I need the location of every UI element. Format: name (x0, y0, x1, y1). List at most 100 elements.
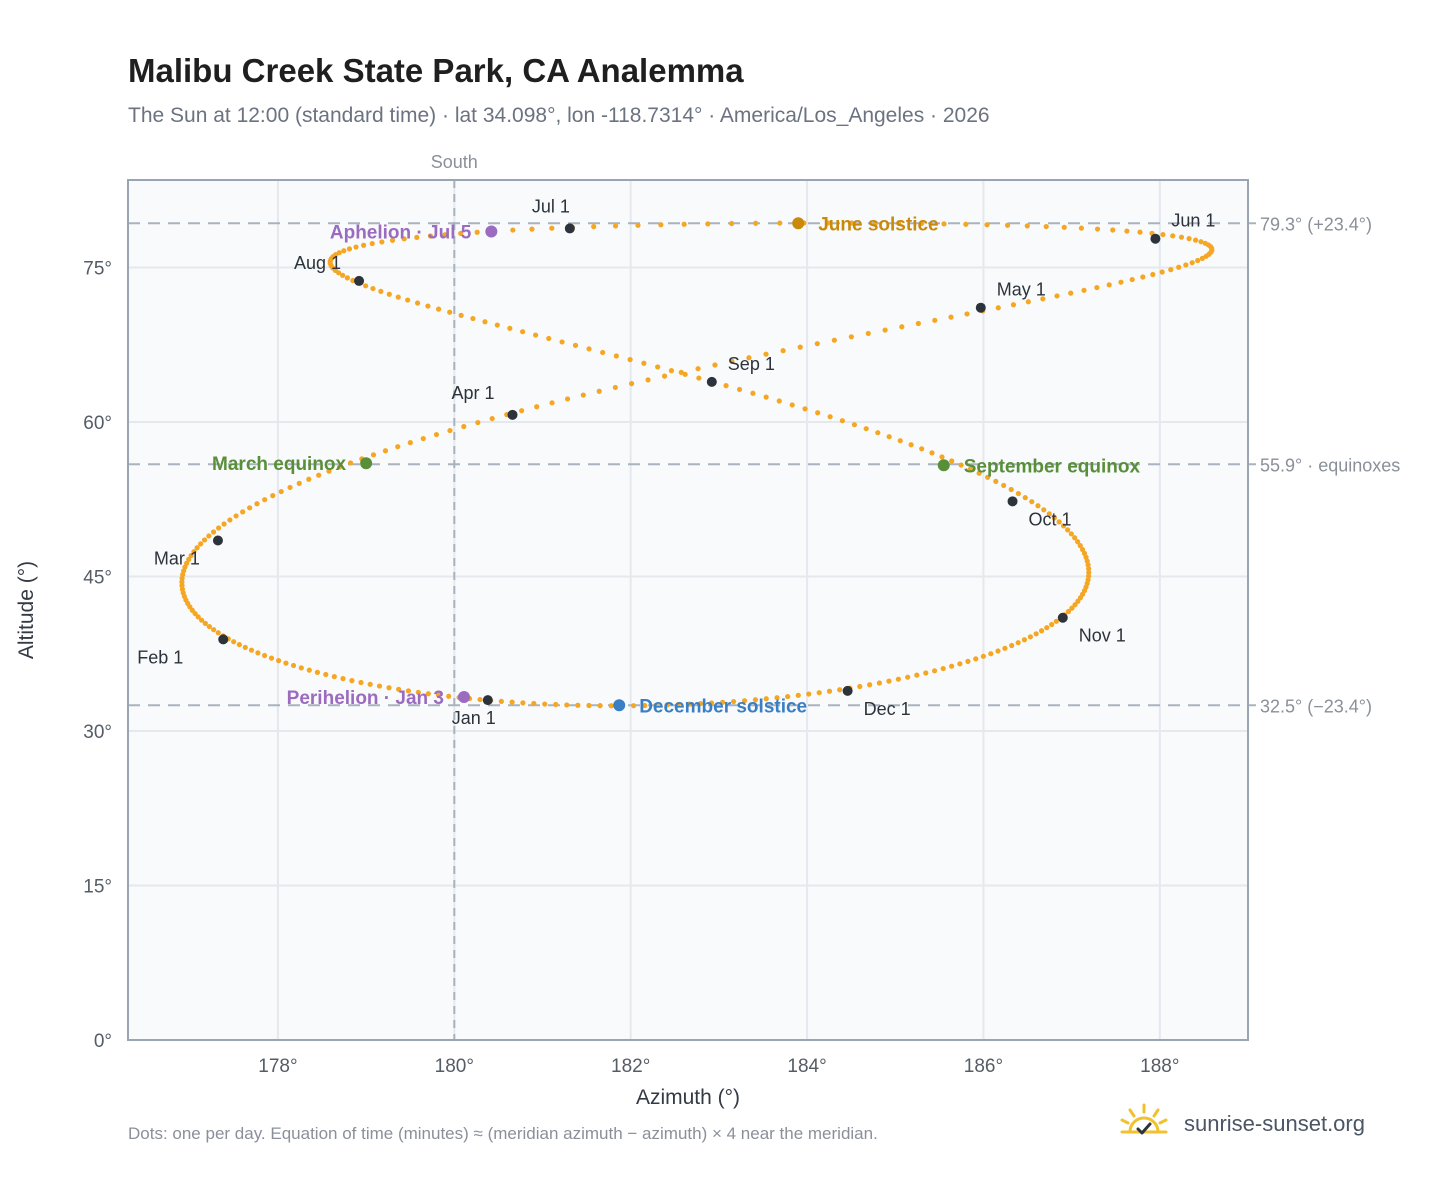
day-dot (206, 533, 212, 539)
day-dot (519, 408, 525, 414)
day-dot (520, 329, 526, 335)
day-dot (655, 364, 661, 370)
day-dot (919, 446, 925, 452)
x-tick-label: 178° (258, 1056, 297, 1077)
day-dot (1060, 523, 1067, 529)
day-dot (470, 315, 476, 322)
month-label: Aug 1 (294, 253, 341, 273)
day-dot (600, 349, 606, 356)
day-dot (276, 658, 282, 664)
day-dot (534, 404, 540, 410)
day-dot (776, 398, 782, 404)
day-dot (549, 225, 555, 231)
y-tick-label: 75° (83, 259, 112, 280)
day-dot (427, 233, 434, 239)
day-dot (1129, 276, 1135, 283)
y-axis-label: Altitude (°) (15, 561, 38, 659)
day-dot (546, 335, 552, 342)
day-dot (350, 277, 356, 284)
day-dot (597, 703, 603, 709)
day-dot (184, 560, 190, 566)
day-dot (283, 660, 289, 666)
reference-line-label: 32.5° (−23.4°) (1260, 696, 1372, 716)
day-dot (186, 556, 192, 563)
day-dot (1068, 531, 1074, 537)
day-dot (542, 701, 548, 707)
day-dot (752, 697, 759, 703)
day-dot (586, 702, 592, 709)
month-marker (482, 695, 493, 706)
day-dot (705, 221, 711, 227)
day-dot (395, 294, 401, 300)
event-marker (613, 699, 626, 712)
day-dot (949, 458, 955, 464)
event-label: March equinox (212, 454, 347, 475)
event-label: June solstice (818, 214, 938, 235)
x-tick-label: 180° (435, 1056, 474, 1077)
day-dot (980, 653, 986, 659)
day-dot (886, 434, 892, 440)
day-dot (210, 529, 217, 535)
day-dot (848, 334, 854, 340)
day-dot (1040, 296, 1046, 302)
x-tick-label: 182° (611, 1056, 650, 1077)
day-dot (763, 394, 769, 400)
month-label: Mar 1 (154, 548, 200, 568)
day-dot (1038, 628, 1045, 634)
day-dot (494, 322, 500, 328)
day-dot (461, 423, 467, 430)
day-dot (188, 552, 194, 559)
day-dot (240, 509, 246, 515)
day-dot (736, 386, 743, 393)
day-dot (1159, 269, 1165, 275)
event-marker (360, 457, 373, 470)
day-dot (886, 678, 892, 684)
reference-line-label: 55.9° · equinoxes (1260, 455, 1400, 475)
day-dot (1002, 645, 1008, 651)
day-dot (425, 303, 431, 309)
day-dot (1078, 225, 1084, 231)
day-dot (1027, 634, 1034, 640)
day-dot (1049, 621, 1055, 628)
day-dot (323, 671, 329, 678)
day-dot (750, 390, 756, 396)
day-dot (1118, 279, 1124, 285)
day-dot (446, 693, 452, 699)
day-dot (195, 614, 201, 620)
brand-name: sunrise-sunset.org (1184, 1111, 1365, 1136)
day-dot (425, 691, 431, 697)
day-dot (681, 221, 687, 227)
day-dot (477, 696, 483, 703)
day-dot (914, 672, 920, 678)
day-dot (837, 687, 843, 693)
day-dot (1065, 608, 1072, 615)
day-dot (564, 396, 571, 402)
day-dot (1053, 618, 1059, 624)
day-dot (1137, 229, 1143, 235)
brand-logo[interactable]: sunrise-sunset.org (1118, 1100, 1365, 1148)
day-dot (658, 222, 664, 228)
day-dot (839, 418, 845, 424)
day-dot (949, 663, 955, 669)
day-dot (932, 317, 938, 323)
day-dot (596, 388, 602, 394)
day-dot (958, 462, 964, 468)
event-label: December solstice (639, 696, 807, 717)
day-dot (353, 244, 359, 250)
month-label: Nov 1 (1079, 626, 1126, 646)
day-dot (447, 427, 453, 434)
day-dot (865, 330, 871, 337)
day-dot (233, 513, 239, 519)
day-dot (341, 248, 347, 254)
day-dot (1001, 482, 1007, 489)
day-dot (458, 230, 464, 237)
day-dot (882, 327, 888, 333)
day-dot (1183, 262, 1189, 268)
day-dot (367, 681, 373, 687)
day-dot (580, 392, 586, 398)
day-dot (533, 332, 539, 338)
day-dot (255, 650, 261, 656)
chart-subtitle: The Sun at 12:00 (standard time) · lat 3… (128, 104, 990, 127)
day-dot (653, 702, 659, 708)
day-dot (895, 676, 901, 682)
